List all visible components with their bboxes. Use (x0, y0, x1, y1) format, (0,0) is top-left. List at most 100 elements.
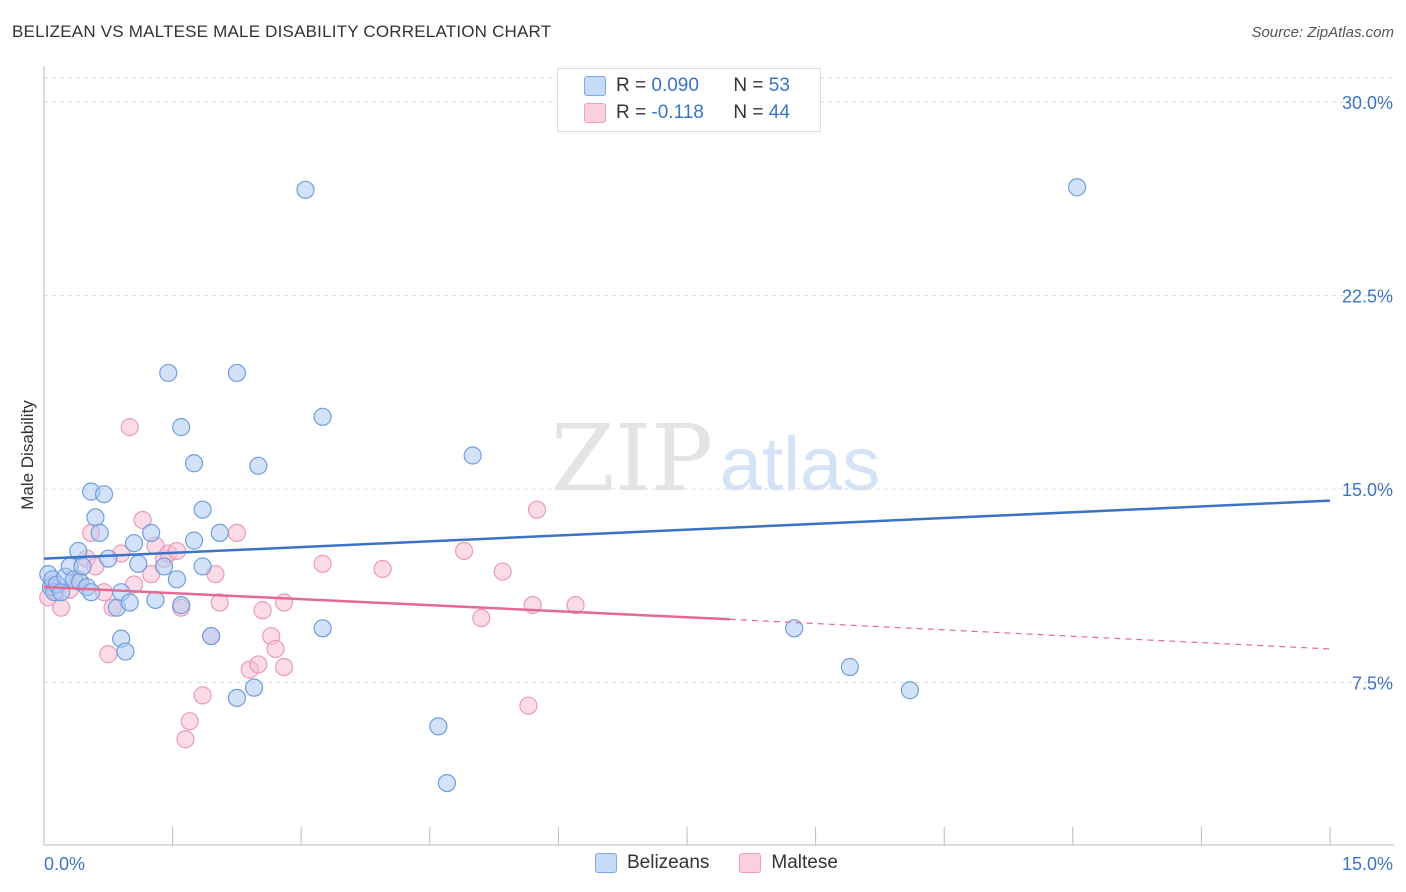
belizean-point (86, 508, 105, 527)
belizean-point (202, 626, 221, 646)
maltese-point (193, 686, 212, 705)
belizean-point (193, 500, 212, 519)
maltese-point (180, 712, 199, 731)
belizean-point (193, 557, 212, 576)
belizean-point (146, 590, 165, 610)
legend-row-maltese: R = -0.118 N = 44 (584, 101, 790, 125)
belizean-point (120, 593, 139, 612)
legend-n-value: 44 (768, 102, 790, 123)
legend-item-maltese: Maltese (739, 852, 838, 874)
legend-r-value: 0.090 (651, 75, 699, 96)
maltese-point (313, 554, 332, 573)
belizean-point (167, 570, 186, 589)
legend-label-maltese: Maltese (771, 852, 838, 873)
y-tick-label: 22.5% (1342, 287, 1393, 307)
legend-label-belizeans: Belizeans (627, 852, 710, 873)
stats-legend: R = 0.090 N = 53 R = -0.118 N = 44 (557, 68, 821, 132)
maltese-point (274, 593, 294, 612)
legend-swatch-belizeans (595, 853, 617, 873)
maltese-point (167, 541, 186, 561)
belizean-point (116, 642, 135, 661)
belizean-point (463, 446, 482, 465)
belizean-point (900, 681, 920, 700)
belizean-point (154, 557, 174, 576)
trend-lines (43, 499, 1331, 650)
maltese-point (176, 730, 195, 749)
maltese-point (52, 598, 71, 617)
y-tick-label: 30.0% (1342, 93, 1393, 113)
watermark: ZIP atlas (551, 405, 880, 512)
maltese-point (266, 639, 285, 659)
belizean-point (437, 773, 457, 793)
belizean-point (313, 619, 332, 638)
chart-title: BELIZEAN VS MALTESE MALE DISABILITY CORR… (12, 22, 552, 41)
belizean-point (172, 596, 191, 615)
belizean-trend-line (43, 499, 1331, 560)
maltese-point (373, 559, 392, 579)
series-legend: Belizeans Maltese (595, 852, 868, 874)
maltese-point (227, 523, 246, 542)
belizean-point (184, 454, 204, 473)
belizean-point (227, 688, 246, 708)
maltese-point (133, 510, 152, 530)
belizean-point (159, 363, 178, 383)
gridlines (44, 77, 1394, 683)
source-label: Source: ZipAtlas.com (1251, 24, 1394, 41)
belizean-point (1067, 178, 1087, 197)
legend-n-value: 53 (768, 75, 790, 96)
maltese-point (454, 541, 474, 561)
maltese-trend-extension (729, 618, 1331, 650)
legend-swatch-belizeans (584, 76, 606, 96)
belizean-point (124, 534, 144, 553)
x-tick-label: 0.0% (44, 854, 85, 874)
watermark-atlas: atlas (720, 422, 881, 507)
legend-r-value: -0.118 (651, 102, 704, 123)
legend-r-label: R = (616, 75, 647, 96)
maltese-point (99, 645, 118, 664)
belizean-point (840, 657, 859, 677)
belizean-point (249, 456, 268, 475)
legend-row-belizeans: R = 0.090 N = 53 (584, 74, 790, 98)
belizean-point (90, 523, 109, 542)
belizean-point (184, 531, 204, 550)
maltese-point (566, 596, 585, 615)
maltese-point (519, 696, 538, 715)
belizean-point (142, 523, 161, 542)
belizean-point (82, 583, 101, 602)
maltese-point (253, 601, 272, 620)
belizean-point (313, 407, 332, 426)
watermark-zip: ZIP (551, 405, 713, 512)
belizean-point (52, 583, 71, 602)
tick-labels: 7.5% 15.0% 22.5% 30.0% 0.0% 15.0% (44, 93, 1393, 874)
belizean-point (172, 418, 191, 437)
belizean-point (227, 363, 246, 383)
maltese-point (120, 418, 139, 437)
belizean-point (429, 717, 448, 736)
maltese-point (472, 608, 491, 628)
maltese-point (274, 657, 294, 677)
maltese-point (210, 593, 229, 612)
belizean-point (94, 485, 114, 504)
legend-n-label: N = (733, 102, 764, 123)
belizean-point (129, 554, 148, 573)
y-tick-label: 7.5% (1352, 673, 1393, 693)
belizean-point (73, 557, 92, 576)
maltese-point (527, 500, 547, 519)
legend-r-label: R = (616, 102, 647, 123)
maltese-point (249, 655, 268, 674)
legend-item-belizeans: Belizeans (595, 852, 709, 874)
legend-swatch-maltese (739, 853, 762, 873)
x-tick-label: 15.0% (1342, 854, 1393, 874)
y-tick-label: 15.0% (1342, 480, 1393, 500)
axes (43, 66, 1394, 846)
legend-swatch-maltese (584, 103, 606, 123)
legend-n-label: N = (733, 75, 764, 96)
belizean-point (296, 180, 315, 199)
maltese-trend-line (43, 585, 730, 621)
maltese-point (493, 562, 512, 581)
belizean-point (99, 549, 118, 568)
belizean-point (244, 678, 264, 697)
belizean-point (785, 619, 804, 638)
belizean-points (39, 178, 1087, 793)
